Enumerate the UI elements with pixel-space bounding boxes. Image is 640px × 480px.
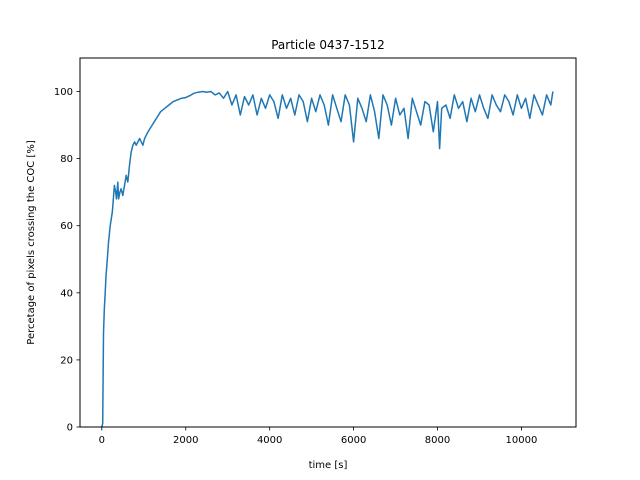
y-tick-label: 80 bbox=[60, 154, 73, 165]
x-tick-label: 2000 bbox=[173, 435, 198, 446]
x-tick-label: 6000 bbox=[341, 435, 366, 446]
x-tick-label: 8000 bbox=[425, 435, 450, 446]
y-axis-label: Percetage of pixels crossing the COC [%] bbox=[26, 140, 37, 345]
y-tick-label: 40 bbox=[60, 288, 73, 299]
series-line-0 bbox=[101, 90, 554, 428]
axes-frame bbox=[79, 57, 577, 428]
axis-ticks: 0 2000 4000 6000 8000 10000 0 20 40 60 80 100 bbox=[54, 87, 537, 446]
x-tick-label: 0 bbox=[99, 435, 105, 446]
x-tick-label: 10000 bbox=[506, 435, 538, 446]
plot-area bbox=[101, 90, 554, 428]
chart-title: Particle 0437-1512 bbox=[271, 38, 385, 52]
y-tick-label: 20 bbox=[60, 355, 73, 366]
y-tick-label: 60 bbox=[60, 221, 73, 232]
x-axis-label: time [s] bbox=[309, 460, 348, 471]
x-tick-label: 4000 bbox=[257, 435, 282, 446]
y-tick-label: 0 bbox=[67, 423, 73, 434]
y-tick-label: 100 bbox=[54, 87, 73, 98]
